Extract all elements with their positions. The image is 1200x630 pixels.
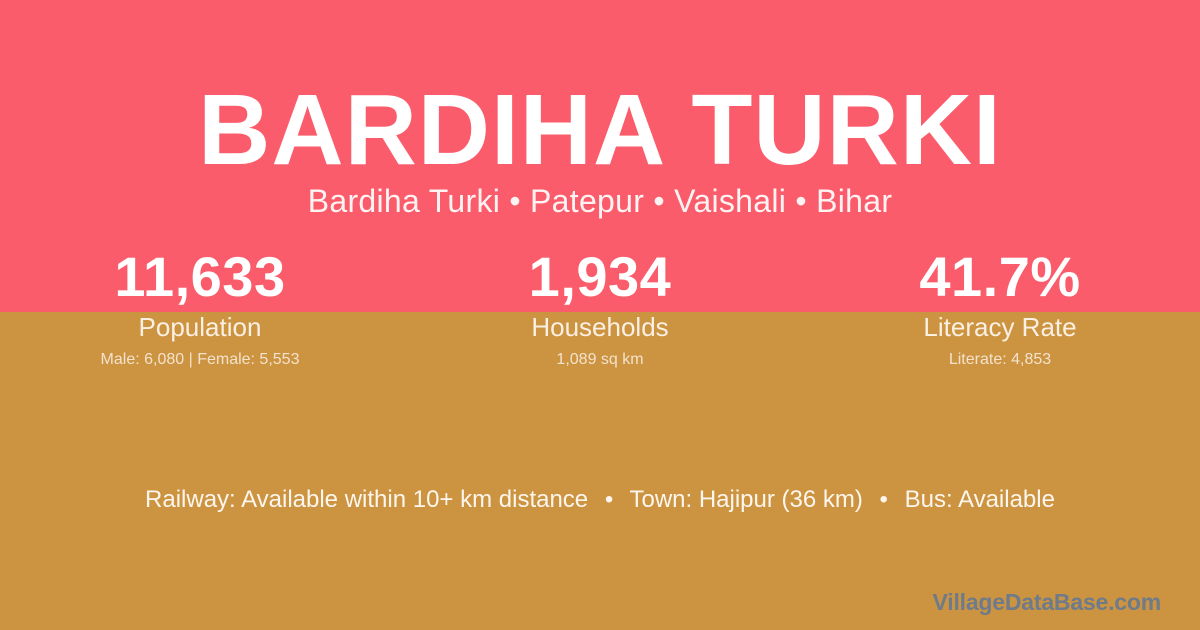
stat-detail: Male: 6,080 | Female: 5,553	[100, 351, 300, 368]
stats-row: 11,633 Population Male: 6,080 | Female: …	[0, 246, 1200, 370]
stat-label: Households	[531, 312, 669, 342]
stat-population: 11,633 Population Male: 6,080 | Female: …	[0, 246, 400, 370]
breadcrumb: Bardiha Turki • Patepur • Vaishali • Bih…	[307, 183, 893, 219]
amenity-bus: Bus: Available	[904, 486, 1055, 513]
top-color-band	[0, 0, 1200, 312]
stat-detail: Literate: 4,853	[948, 351, 1052, 368]
stat-households: 1,934 Households 1,089 sq km	[400, 246, 800, 370]
amenity-separator-icon: •	[604, 486, 614, 513]
stat-literacy-rate: 41.7% Literacy Rate Literate: 4,853	[800, 246, 1200, 370]
amenities-line: Railway: Available within 10+ km distanc…	[0, 485, 1200, 515]
site-brand-watermark: VillageDataBase.com	[932, 589, 1162, 615]
bottom-color-band	[0, 312, 1200, 630]
amenity-town: Town: Hajipur (36 km)	[629, 486, 863, 513]
amenity-railway: Railway: Available within 10+ km distanc…	[145, 486, 589, 513]
stat-label: Literacy Rate	[923, 312, 1077, 342]
stat-value: 41.7%	[919, 245, 1081, 308]
stat-value: 11,633	[114, 245, 286, 308]
stat-detail: 1,089 sq km	[556, 351, 644, 368]
amenity-separator-icon: •	[879, 486, 888, 513]
stat-value: 1,934	[528, 245, 672, 308]
page-title: BARDIHA TURKI	[198, 74, 1002, 186]
stat-label: Population	[138, 312, 262, 342]
